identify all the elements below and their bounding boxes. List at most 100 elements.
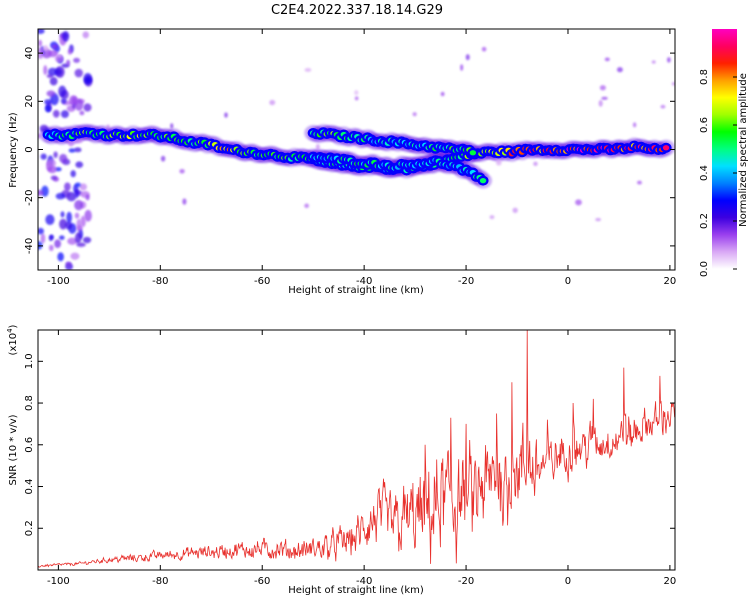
spectrogram-noise-blob — [64, 182, 71, 192]
spectrogram-noise-blob — [60, 97, 67, 105]
y-tick-label: -20 — [24, 190, 35, 206]
spectrogram-noise-blob — [55, 167, 62, 172]
spectrogram-noise-blob — [575, 199, 582, 206]
spectrogram-noise-blob — [354, 90, 359, 96]
y-tick-label: 0.2 — [24, 520, 35, 536]
spectrogram-noise-blob — [70, 170, 76, 178]
spectrogram-noise-blob — [71, 103, 76, 109]
spectrogram-noise-blob — [40, 153, 47, 160]
spectrogram-noise-blob — [40, 233, 46, 244]
x-tick-label: -80 — [152, 276, 168, 287]
y-tick-label: 0.6 — [24, 437, 35, 453]
spectrogram-noise-blob — [224, 112, 228, 118]
x-tick-label: -60 — [254, 276, 270, 287]
spectrogram-noise-blob — [50, 175, 58, 181]
spectrogram-noise-blob — [38, 29, 45, 35]
spectrogram-noise-blob — [315, 143, 320, 151]
x-tick-label: -40 — [356, 276, 372, 287]
x-tick-label: 20 — [664, 276, 677, 287]
spectrogram-noise-blob — [68, 148, 76, 153]
x-tick-label: -100 — [47, 276, 70, 287]
spectrogram-noise-blob — [660, 104, 666, 109]
spectrogram-noise-blob — [616, 67, 623, 73]
spectrogram-noise-blob — [74, 68, 83, 78]
spectrogram-noise-blob — [38, 241, 43, 250]
spectrogram-ridge-core — [469, 150, 477, 156]
snr-panel: -100 -80 -60 -40 -20 0 20 0.2 0.4 0.6 0.8 1.0 Heig… — [6, 324, 676, 596]
x-tick-label: 20 — [664, 576, 677, 587]
spectrogram-noise-blob — [533, 161, 538, 167]
spectrogram-ridge-core — [662, 145, 670, 151]
x-tick-label: 0 — [565, 276, 571, 287]
figure-title: C2E4.2022.337.18.14.G29 — [271, 3, 443, 18]
spectrogram-noise-blob — [74, 189, 80, 198]
spectrogram-noise-blob — [46, 159, 57, 168]
x-tick-label: -20 — [458, 576, 474, 587]
spectrogram-noise-blob — [73, 139, 83, 144]
spectrogram-noise-blob — [512, 207, 518, 214]
spectrogram-noise-blob — [170, 123, 174, 129]
spectrogram-noise-blob — [465, 54, 470, 61]
colorbar-tick-label: 0.4 — [699, 165, 710, 181]
spectrogram-noise-blob — [60, 211, 65, 218]
x-tick-label: -20 — [458, 276, 474, 287]
spectrogram-noise-blob — [304, 67, 312, 72]
spectrogram-noise-blob — [38, 189, 44, 196]
spectrogram-noise-blob — [75, 182, 81, 188]
spectrogram-noise-blob — [160, 155, 166, 162]
spectrogram-noise-blob — [671, 81, 675, 86]
spectrogram-noise-blob — [667, 57, 671, 63]
spectrogram-noise-blob — [599, 85, 606, 91]
spectrogram-ridge-core — [479, 178, 487, 184]
spectrogram-noise-blob — [48, 50, 59, 58]
spectrogram-noise-blob — [38, 227, 44, 235]
spectrogram-noise-blob — [70, 252, 80, 260]
spectrogram-noise-blob — [74, 232, 82, 244]
spectrogram-x-label: Height of straight line (km) — [288, 285, 424, 296]
colorbar-tick-label: 0.6 — [699, 117, 710, 133]
spectrogram-noise-blob — [67, 48, 72, 55]
x-tick-label: -100 — [47, 576, 70, 587]
spectrogram-noise-blob — [43, 65, 48, 76]
colorbar-label: Normalized spectral amplitude — [738, 73, 749, 227]
y-tick-label: 20 — [24, 95, 35, 108]
spectrogram-noise-blob — [54, 239, 62, 248]
spectrogram-noise-blob — [66, 211, 73, 223]
x-tick-label: -40 — [356, 576, 372, 587]
spectrogram-noise-blob — [179, 168, 185, 174]
spectrogram-noise-blob — [46, 90, 56, 97]
spectrogram-noise-blob — [55, 66, 65, 78]
spectrogram-noise-blob — [49, 234, 54, 240]
x-tick-label: 0 — [565, 576, 571, 587]
spectrogram-noise-blob — [59, 153, 68, 163]
spectrogram-y-ticks: -40 -20 0 20 40 — [24, 47, 675, 254]
spectrogram-noise-blob — [58, 85, 67, 98]
spectrogram-noise-blob — [76, 218, 82, 231]
spectrogram-noise-blob — [38, 133, 41, 139]
y-tick-label: 1.0 — [24, 353, 35, 369]
colorbar-tick-label: 0.8 — [699, 69, 710, 85]
y-tick-label: 0.4 — [24, 479, 35, 495]
spectrogram-noise-blob — [76, 242, 86, 247]
spectrogram-noise-blob — [481, 46, 487, 52]
spectrogram-noise-blob — [637, 180, 642, 185]
spectrogram-noise-blob — [84, 209, 92, 222]
spectrogram-noise-blob — [182, 198, 187, 205]
spectrogram-noise-blob — [412, 112, 417, 117]
snr-series-line — [38, 330, 675, 568]
colorbar-tick-label: 0.2 — [699, 213, 710, 229]
spectrogram-noise-blob — [106, 124, 110, 130]
y-tick-label: 0 — [24, 146, 35, 152]
spectrogram-noise-blob — [495, 159, 502, 166]
spectrogram-noise-blob — [440, 91, 445, 97]
spectrogram-noise-blob — [69, 95, 79, 106]
spectrogram-noise-blob — [57, 252, 64, 262]
spectrogram-noise-blob — [83, 103, 92, 112]
y-tick-label: 40 — [24, 47, 35, 60]
y-tick-label: -40 — [24, 238, 35, 254]
spectrogram-noise-blob — [59, 235, 65, 240]
spectrogram-panel: -100 -80 -60 -40 -20 0 20 -40 -20 0 20 40 Height o… — [8, 28, 676, 296]
snr-multiplier-label: (x104) — [6, 324, 19, 355]
colorbar-tick-label: 0.0 — [699, 261, 710, 277]
